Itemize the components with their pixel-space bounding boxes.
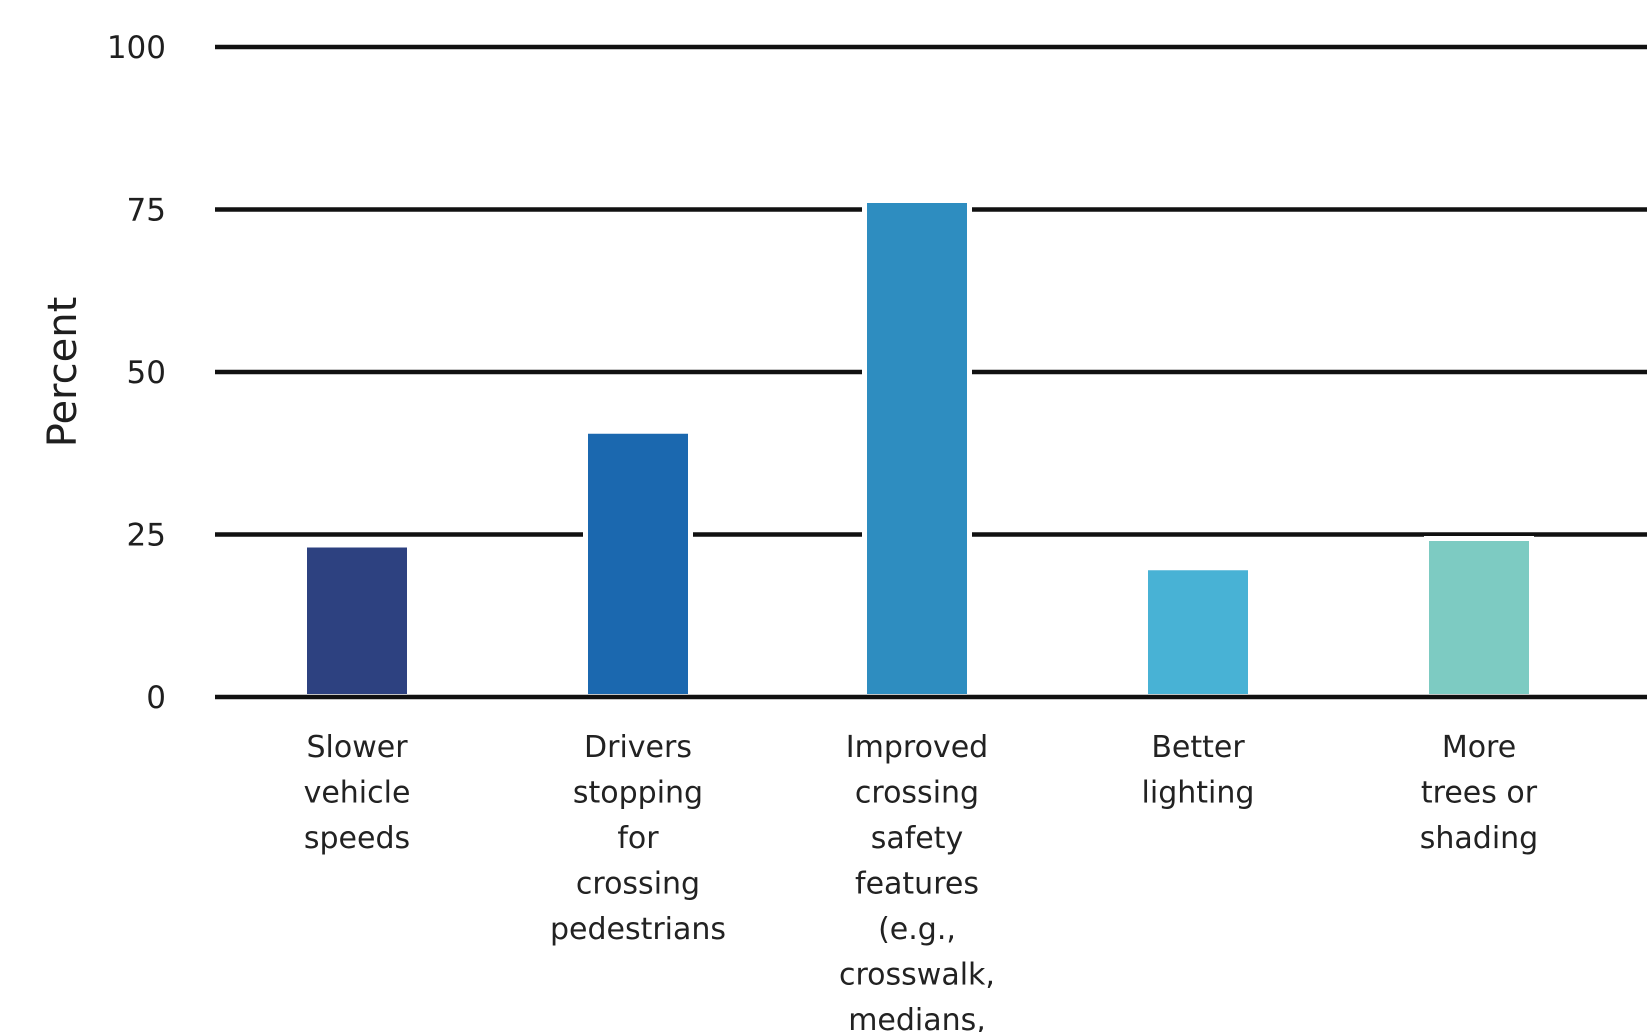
x-category-label-line: Drivers [584,730,692,765]
x-axis-category-labels: Slower vehicle speeds Drivers stopping for cro… [304,730,1539,1032]
bar-3 [867,203,967,694]
bars [302,198,1534,694]
x-category-label-line: shading [1420,821,1538,856]
x-category-label-line: safety [871,821,964,856]
x-category-label-line: lighting [1142,776,1255,811]
x-category-label-line: Slower [306,730,408,765]
x-category-label-line: stopping [573,776,703,811]
y-axis-title: Percent [40,297,86,448]
y-tick-label-0: 0 [146,680,166,716]
x-category-label-line: More [1442,730,1516,765]
x-category-label-line: trees or [1421,776,1538,811]
x-category-label-5: More trees or shading [1420,730,1538,856]
x-category-label-line: vehicle [304,776,411,811]
bar-4 [1148,570,1248,694]
y-tick-label-75: 75 [127,193,166,229]
x-category-label-1: Slower vehicle speeds [304,730,411,856]
x-category-label-line: features [855,867,979,902]
bar-5 [1429,541,1529,694]
x-category-label-line: for [617,821,659,856]
y-tick-label-50: 50 [127,355,166,391]
y-tick-label-25: 25 [127,518,166,554]
y-axis-tick-labels: 0 25 50 75 100 [107,30,166,716]
x-category-label-line: Better [1151,730,1245,765]
x-category-label-2: Drivers stopping for crossing pedestrians [550,730,726,947]
x-category-label-line: crossing [576,867,700,902]
x-category-label-4: Better lighting [1142,730,1255,811]
x-category-label-line: crossing [855,776,979,811]
x-category-label-line: Improved [846,730,988,765]
x-category-label-line: medians, [848,1003,986,1032]
bar-1 [307,547,407,694]
bar-2 [588,433,688,694]
x-category-label-3: Improved crossing safety features (e.g., cros… [839,730,995,1032]
x-category-label-line: crosswalk, [839,958,995,993]
x-category-label-line: pedestrians [550,912,726,947]
x-category-label-line: speeds [304,821,410,856]
x-category-label-line: (e.g., [878,912,956,947]
y-tick-label-100: 100 [107,30,166,66]
